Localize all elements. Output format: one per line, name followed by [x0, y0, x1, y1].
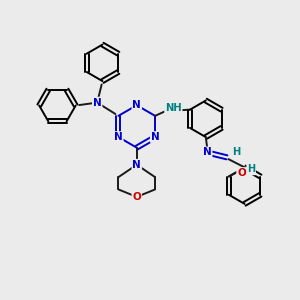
Text: H: H — [232, 147, 241, 158]
Text: N: N — [114, 132, 123, 142]
Text: N: N — [203, 147, 212, 158]
Text: N: N — [151, 132, 160, 142]
Text: N: N — [93, 98, 102, 108]
Text: N: N — [132, 160, 141, 170]
Text: O: O — [132, 192, 141, 202]
Text: O: O — [237, 168, 246, 178]
Text: H: H — [247, 164, 255, 174]
Text: NH: NH — [165, 103, 182, 112]
Text: N: N — [132, 100, 141, 110]
